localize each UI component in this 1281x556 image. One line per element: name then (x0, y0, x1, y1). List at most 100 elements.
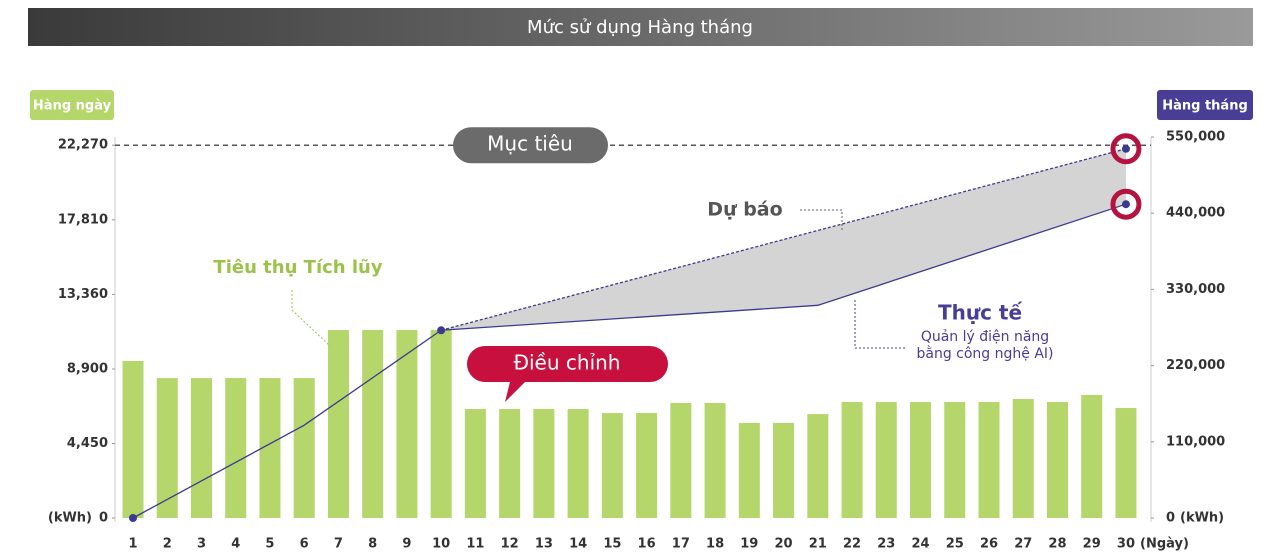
actual-note: bằng công nghệ AI) (916, 345, 1053, 362)
x-tick-label: 27 (1014, 537, 1032, 552)
x-tick-label: 1 (128, 537, 137, 552)
forecast-label: Dự báo (707, 199, 782, 221)
bar (156, 378, 178, 518)
x-tick-label: 17 (672, 537, 690, 552)
adjust-label: Điều chỉnh (514, 351, 621, 375)
bar (601, 413, 623, 518)
bar (773, 422, 795, 518)
x-tick-label: 8 (368, 537, 377, 552)
y2-tick-label: 440,000 (1166, 206, 1225, 221)
bar (1012, 398, 1034, 518)
y2-tick-label: 220,000 (1166, 358, 1225, 373)
x-tick-label: 23 (877, 537, 895, 552)
y-label-badge (30, 90, 114, 120)
x-unit: (Ngày) (1140, 537, 1189, 552)
actual-note: Quản lý điện năng (921, 329, 1049, 345)
y2-unit: (kWh) (1180, 511, 1224, 526)
bar (841, 401, 863, 518)
target-label: Mục tiêu (487, 132, 573, 156)
x-tick-label: 5 (265, 537, 274, 552)
x-tick-label: 18 (706, 537, 724, 552)
y2-tick-label: 110,000 (1166, 434, 1225, 449)
x-tick-label: 7 (334, 537, 343, 552)
x-tick-label: 14 (569, 537, 587, 552)
y-tick-label: 17,810 (58, 212, 108, 227)
x-tick-label: 24 (911, 537, 929, 552)
highlight-ring (1110, 133, 1142, 165)
bar (327, 330, 349, 518)
bar (978, 401, 1000, 518)
bar (259, 378, 281, 518)
chart-title: Mức sử dụng Hàng tháng (527, 17, 753, 38)
x-tick-label: 6 (300, 537, 309, 552)
point (129, 514, 137, 522)
bar (1046, 401, 1068, 518)
y2-tick-label: 550,000 (1166, 130, 1225, 145)
y-axis-label: Hàng ngày (33, 99, 112, 114)
x-tick-label: 20 (775, 537, 793, 552)
bar (944, 401, 966, 518)
bar (499, 409, 521, 518)
end-point (1121, 200, 1130, 209)
x-tick-label: 9 (402, 537, 411, 552)
bar (225, 378, 247, 518)
y2-label-badge (1157, 90, 1253, 120)
leader (800, 209, 843, 232)
y-tick-label: 8,900 (67, 362, 108, 377)
bar (122, 360, 144, 518)
x-tick-label: 2 (163, 537, 172, 552)
point (437, 326, 446, 335)
y-tick-label: 22,270 (58, 138, 108, 153)
bar (293, 378, 315, 518)
adjust-pill (467, 346, 668, 402)
bar (362, 330, 384, 518)
x-tick-label: 3 (197, 537, 206, 552)
line (440, 148, 1127, 331)
x-tick-label: 4 (231, 537, 240, 552)
bar (567, 409, 589, 518)
x-tick-label: 12 (501, 537, 519, 552)
bar (533, 409, 555, 518)
bar (807, 414, 829, 518)
x-tick-label: 13 (535, 537, 553, 552)
cumulative-label: Tiêu thụ Tích lũy (213, 257, 382, 278)
bar (670, 402, 692, 518)
y2-tick-label: 0 (1166, 511, 1175, 526)
title-bar (28, 8, 1253, 46)
y2-tick-label: 330,000 (1166, 282, 1225, 297)
x-tick-label: 11 (466, 537, 484, 552)
y2-axis-label: Hàng tháng (1162, 99, 1248, 114)
actual-label: Thực tế (938, 301, 1022, 325)
end-point (1121, 144, 1130, 153)
y-tick-label: 4,450 (67, 436, 108, 451)
bar (875, 401, 897, 518)
x-tick-label: 29 (1083, 537, 1101, 552)
leader (291, 290, 331, 347)
x-tick-label: 30 (1117, 537, 1135, 552)
bar (636, 413, 658, 518)
x-tick-label: 25 (946, 537, 964, 552)
x-tick-label: 19 (740, 537, 758, 552)
x-tick-label: 26 (980, 537, 998, 552)
bar (464, 409, 486, 518)
y-unit: (kWh) (48, 511, 92, 526)
x-tick-label: 21 (809, 537, 827, 552)
bar (738, 422, 760, 518)
bar (1081, 394, 1103, 518)
bar (430, 330, 452, 518)
bar (704, 402, 726, 518)
x-tick-label: 16 (638, 537, 656, 552)
bar (910, 401, 932, 518)
highlight-ring (1110, 188, 1142, 220)
x-tick-label: 15 (603, 537, 621, 552)
x-tick-label: 10 (432, 537, 450, 552)
leader (854, 300, 905, 349)
bar (396, 330, 418, 518)
y-tick-label: 13,360 (58, 287, 108, 302)
y-tick-label: 0 (99, 511, 108, 526)
x-tick-label: 22 (843, 537, 861, 552)
bar (1115, 408, 1137, 518)
target-pill (453, 127, 608, 164)
bar (190, 378, 212, 518)
